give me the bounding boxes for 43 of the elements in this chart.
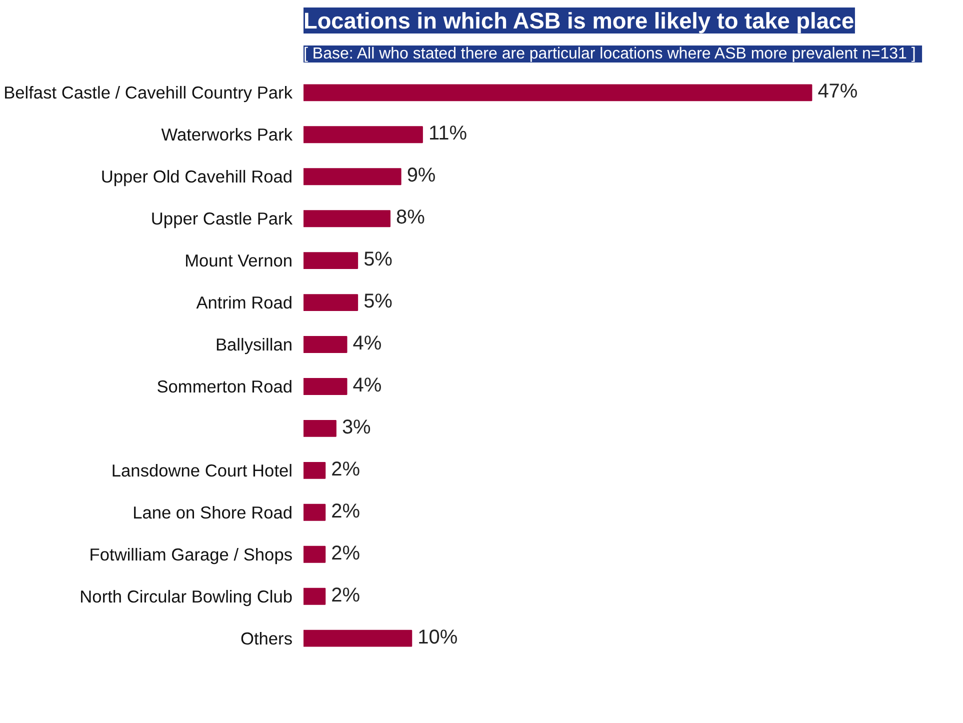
y-tick-label: Belfast Castle / Cavehill Country Park: [4, 82, 293, 103]
data-label: 47%: [818, 80, 858, 103]
data-label: 2%: [331, 542, 360, 564]
data-label: 2%: [331, 500, 360, 522]
data-label: 9%: [406, 164, 436, 187]
data-label: 4%: [352, 374, 382, 396]
data-label: 8%: [396, 206, 426, 229]
data-label: 10%: [418, 626, 458, 648]
data-label: 4%: [352, 332, 382, 355]
y-tick-label: Lansdowne Court Hotel: [111, 460, 293, 480]
y-tick-label: North Circular Bowling Club: [80, 586, 292, 606]
y-tick-label: Sommerton Road: [156, 376, 293, 396]
chart-title: Locations in which ASB is more likely to take place: [304, 8, 854, 34]
data-label: 5%: [364, 290, 393, 313]
bar: [304, 210, 390, 228]
bar: [304, 84, 812, 102]
y-tick-label: Upper Old Cavehill Road: [100, 166, 293, 187]
data-label: 11%: [428, 122, 468, 145]
y-tick-label: Ballysillan: [215, 334, 292, 355]
y-tick-label: Antrim Road: [196, 292, 293, 313]
chart-subtitle: [ Base: All who stated there are particular locations where ASB more prevalent n=131 ]: [304, 46, 916, 62]
bar: [304, 546, 326, 563]
bar: [304, 252, 358, 270]
bar: [304, 168, 402, 186]
y-tick-label: Lane on Shore Road: [132, 502, 293, 522]
bar: [304, 294, 358, 312]
y-tick-label: Mount Vernon: [184, 250, 293, 271]
data-label: 3%: [342, 416, 372, 438]
y-tick-label: Fotwilliam Garage / Shops: [89, 544, 293, 564]
data-label: 2%: [331, 458, 360, 480]
y-tick-label: Upper Castle Park: [150, 208, 293, 229]
bar: [304, 378, 348, 395]
bar: [304, 420, 336, 437]
data-label: 2%: [331, 584, 360, 606]
bar: [304, 336, 348, 353]
y-tick-label: Others: [240, 628, 293, 648]
y-tick-label: Waterworks Park: [161, 124, 293, 145]
bar: [304, 504, 326, 521]
data-label: 5%: [364, 248, 393, 271]
bar: [304, 462, 326, 479]
bar: [304, 630, 412, 647]
bar: [304, 588, 326, 605]
bar: [304, 126, 423, 144]
